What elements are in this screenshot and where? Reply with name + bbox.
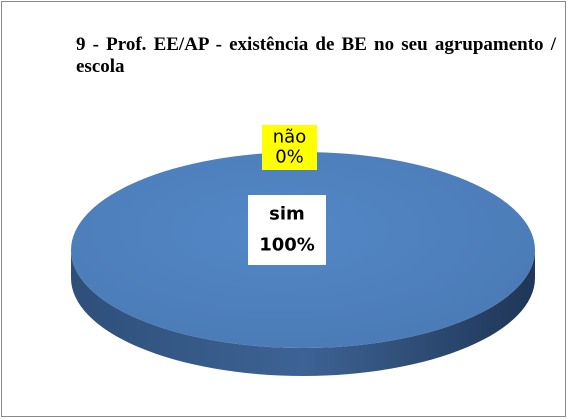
data-label-value: 0%: [275, 146, 304, 167]
data-label-value: 100%: [259, 234, 315, 255]
data-label-box: [262, 125, 317, 170]
chart-title: 9 - Prof. EE/AP - existência de BE no se…: [76, 34, 556, 77]
pie-slice-side: [71, 250, 535, 376]
data-label-category: sim: [269, 204, 305, 225]
data-label-box: [248, 195, 326, 265]
data-label-category: não: [273, 127, 306, 148]
